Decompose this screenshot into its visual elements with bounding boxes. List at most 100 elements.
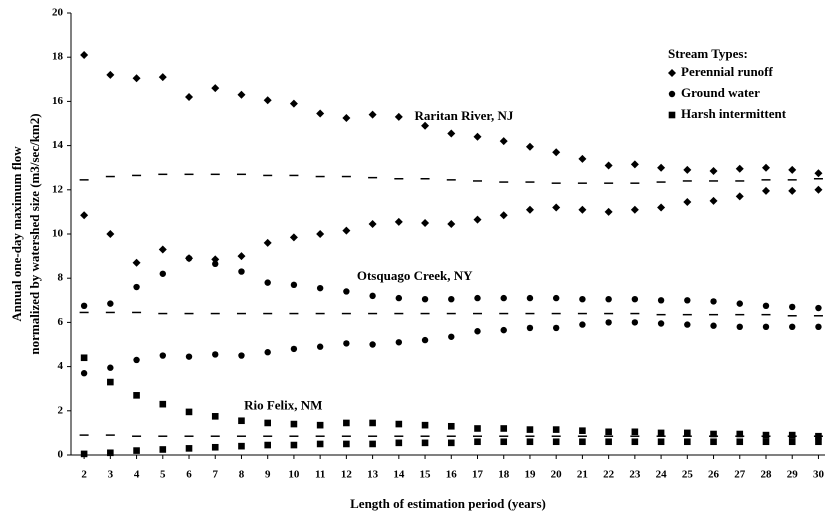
x-tick-label: 17 (472, 469, 484, 481)
square-marker (238, 417, 245, 425)
diamond-marker (80, 50, 89, 59)
y-axis-label: normalized by watershed size (m3/sec/km2… (27, 113, 42, 354)
square-marker (369, 440, 376, 448)
circle-marker (185, 353, 193, 360)
circle-marker (815, 323, 822, 331)
diamond-marker (473, 132, 482, 141)
circle-marker (789, 303, 796, 311)
square-marker (447, 439, 455, 447)
y-tick-label: 20 (52, 7, 64, 19)
diamond-marker (604, 161, 613, 170)
square-marker (552, 426, 560, 433)
y-tick-label: 18 (52, 51, 64, 63)
x-tick-label: 25 (682, 469, 694, 481)
square-marker (343, 440, 350, 448)
x-tick-label: 10 (288, 469, 300, 481)
circle-marker (212, 351, 219, 358)
x-tick-label: 28 (760, 469, 772, 481)
diamond-marker (289, 233, 298, 242)
x-tick-label: 3 (108, 469, 114, 481)
diamond-marker (788, 186, 797, 195)
diamond-marker (447, 129, 456, 138)
diamond-marker (368, 110, 377, 119)
circle-marker (552, 324, 560, 332)
circle-marker (474, 328, 481, 335)
y-tick-label: 6 (58, 316, 64, 328)
circle-marker (474, 294, 481, 302)
square-marker (211, 413, 219, 420)
square-marker (762, 431, 770, 439)
square-marker (657, 438, 665, 446)
square-marker (815, 438, 822, 446)
square-marker (788, 438, 796, 446)
square-marker (710, 438, 717, 446)
y-tick-label: 8 (58, 272, 64, 284)
x-tick-label: 20 (551, 469, 563, 481)
diamond-marker (735, 192, 744, 201)
x-tick-label: 5 (160, 469, 166, 481)
circle-marker (500, 326, 507, 334)
x-tick-label: 21 (577, 469, 588, 481)
y-tick-label: 2 (58, 404, 64, 416)
diamond-marker (525, 205, 534, 214)
square-marker (788, 431, 796, 439)
diamond-marker (394, 112, 403, 121)
circle-marker (657, 320, 665, 327)
square-marker (80, 354, 88, 362)
circle-marker (107, 364, 114, 371)
circle-marker (526, 324, 534, 332)
diamond-marker (211, 84, 220, 93)
square-marker (133, 447, 140, 454)
diamond-marker (578, 154, 587, 163)
circle-marker (107, 300, 114, 307)
x-tick-label: 22 (603, 469, 615, 481)
x-tick-label: 7 (212, 469, 218, 481)
circle-marker (133, 356, 140, 364)
square-marker (447, 422, 455, 430)
square-marker (395, 420, 403, 428)
circle-marker (736, 323, 743, 331)
square-marker (316, 421, 324, 429)
circle-marker (264, 279, 271, 286)
circle-marker (421, 336, 429, 344)
diamond-marker (237, 252, 246, 261)
x-tick-label: 26 (708, 469, 720, 481)
circle-marker (631, 319, 639, 326)
circle-marker (80, 302, 88, 310)
square-marker (500, 438, 508, 446)
square-marker (631, 428, 639, 436)
diamond-marker (657, 163, 666, 172)
square-marker (264, 419, 271, 427)
square-marker (668, 111, 676, 119)
x-tick-label: 23 (629, 469, 641, 481)
circle-marker (133, 283, 140, 291)
square-marker (159, 400, 167, 408)
diamond-marker (394, 217, 403, 226)
square-marker (657, 429, 665, 437)
x-tick-label: 29 (787, 469, 799, 481)
diamond-marker (761, 186, 770, 195)
x-tick-label: 12 (341, 469, 353, 481)
x-tick-label: 18 (498, 469, 510, 481)
x-tick-label: 19 (524, 469, 536, 481)
square-marker (605, 438, 612, 446)
square-marker (185, 445, 193, 452)
circle-marker (316, 284, 324, 292)
y-tick-label: 14 (52, 139, 64, 151)
square-marker (211, 443, 219, 451)
circle-marker (316, 343, 324, 350)
x-tick-label: 4 (134, 469, 140, 481)
square-marker (185, 408, 193, 416)
diamond-marker (342, 226, 351, 235)
circle-marker (212, 260, 219, 268)
square-marker (526, 426, 534, 433)
square-marker (684, 438, 691, 446)
diamond-marker (368, 220, 377, 229)
circle-marker (290, 281, 298, 289)
diamond-marker (473, 215, 482, 224)
circle-marker (369, 341, 376, 348)
diamond-marker (578, 205, 587, 214)
diamond-marker (552, 148, 561, 157)
circle-marker (421, 295, 429, 303)
diamond-marker (630, 160, 639, 169)
